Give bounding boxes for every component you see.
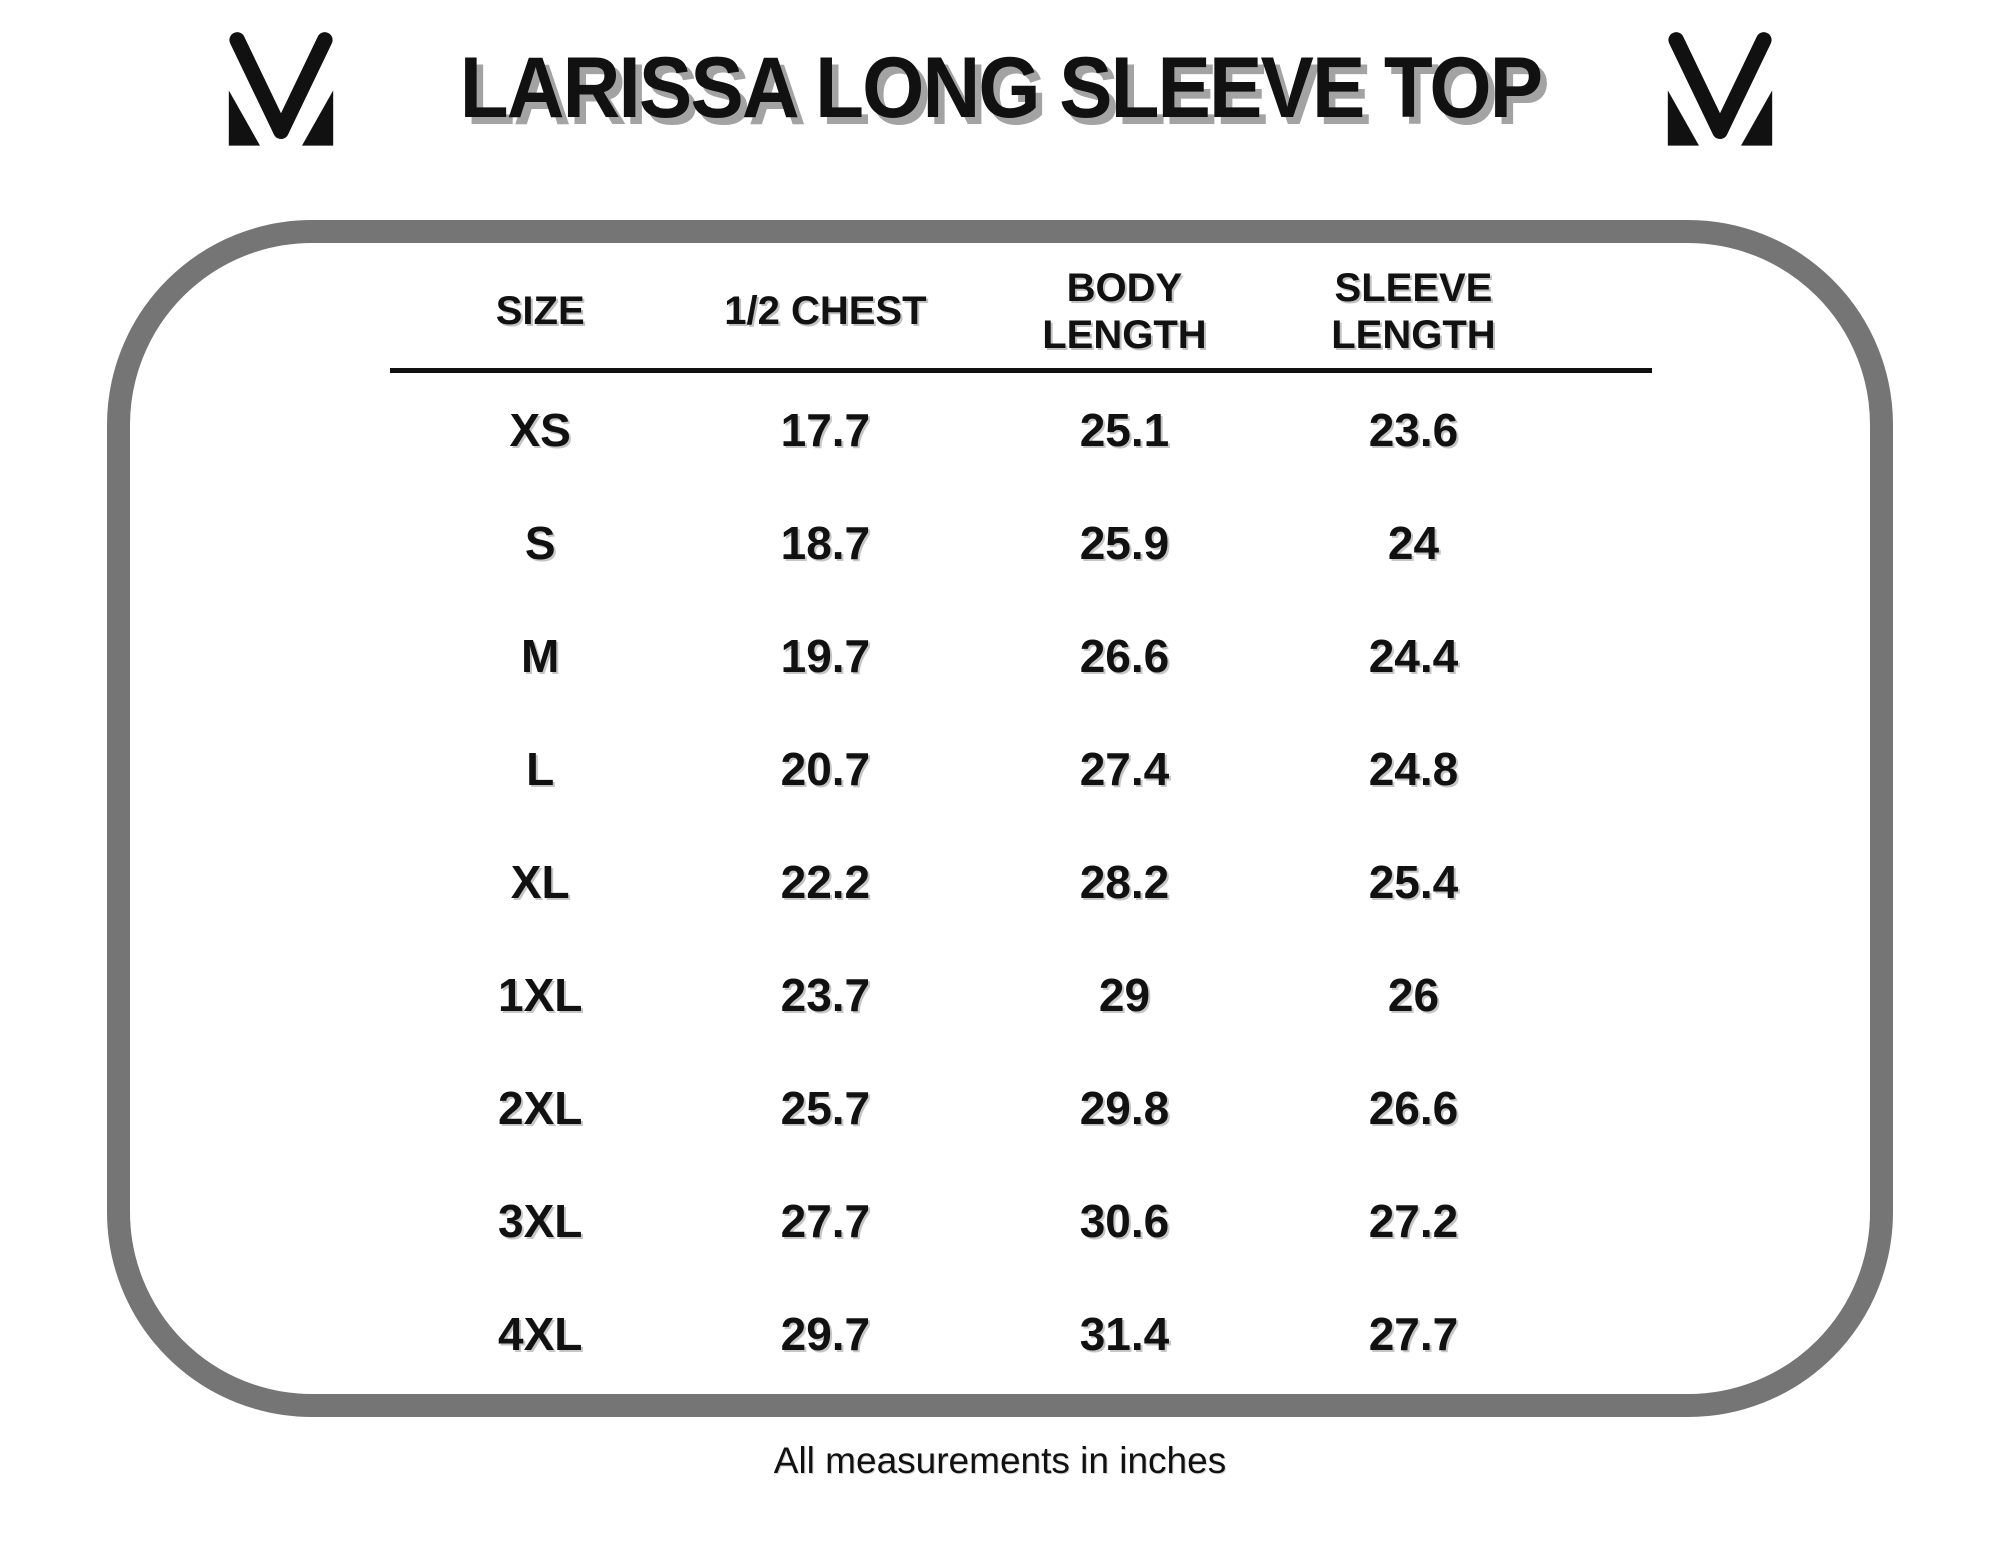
sleeve-length-cell: 27.2 — [1368, 1194, 1459, 1247]
half-chest-cell: 20.7 — [780, 742, 871, 795]
half-chest-cell: 18.7 — [780, 516, 871, 569]
half-chest-cell: 17.7 — [780, 403, 871, 456]
page-title: LARISSA LONG SLEEVE TOP — [459, 39, 1542, 136]
size-chart-panel — [107, 220, 1893, 1417]
table-row: 1XL 23.7 29 26 — [390, 938, 1652, 1051]
table-header-row: SIZE 1/2 CHEST BODY LENGTH SLEEVE LENGTH — [390, 256, 1652, 373]
table-row: S 18.7 25.9 24 — [390, 486, 1652, 599]
sleeve-length-cell: 24.4 — [1368, 629, 1459, 682]
table-row: M 19.7 26.6 24.4 — [390, 599, 1652, 712]
column-header-label: SIZE — [495, 289, 585, 334]
sleeve-length-cell: 25.4 — [1368, 855, 1459, 908]
column-header-size: SIZE — [390, 288, 690, 335]
size-cell: M — [521, 629, 560, 682]
size-cell: 4XL — [497, 1307, 583, 1360]
column-header-label: 1/2 CHEST — [724, 289, 927, 334]
body-length-cell: 26.6 — [1079, 629, 1170, 682]
sleeve-length-cell: 26 — [1387, 968, 1440, 1021]
size-cell: 3XL — [497, 1194, 583, 1247]
size-cell: S — [524, 516, 556, 569]
body-length-cell: 25.1 — [1079, 403, 1170, 456]
mm-monogram-icon — [228, 32, 333, 146]
column-header-label: LENGTH — [1331, 313, 1496, 357]
body-length-cell: 27.4 — [1079, 742, 1170, 795]
size-table: SIZE 1/2 CHEST BODY LENGTH SLEEVE LENGTH… — [390, 256, 1652, 1390]
size-cell: XL — [510, 855, 570, 908]
body-length-cell: 29.8 — [1079, 1081, 1170, 1134]
brand-header: LARISSA LONG SLEEVE TOP — [0, 28, 2000, 148]
table-body: XS 17.7 25.1 23.6 S 18.7 25.9 24 M 19.7 … — [390, 373, 1652, 1390]
body-length-cell: 29 — [1098, 968, 1151, 1021]
sleeve-length-cell: 24 — [1387, 516, 1440, 569]
sleeve-length-cell: 27.7 — [1368, 1307, 1459, 1360]
half-chest-cell: 25.7 — [780, 1081, 871, 1134]
column-header-label: SLEEVE — [1334, 265, 1493, 310]
table-row: L 20.7 27.4 24.8 — [390, 712, 1652, 825]
column-header-body-length: BODY LENGTH — [960, 265, 1288, 359]
half-chest-cell: 29.7 — [780, 1307, 871, 1360]
sleeve-length-cell: 26.6 — [1368, 1081, 1459, 1134]
table-row: 3XL 27.7 30.6 27.2 — [390, 1164, 1652, 1277]
half-chest-cell: 22.2 — [780, 855, 871, 908]
table-row: 2XL 25.7 29.8 26.6 — [390, 1051, 1652, 1164]
mm-monogram-icon — [1667, 32, 1772, 146]
sleeve-length-cell: 24.8 — [1368, 742, 1459, 795]
table-row: XL 22.2 28.2 25.4 — [390, 825, 1652, 938]
sleeve-length-cell: 23.6 — [1368, 403, 1459, 456]
body-length-cell: 31.4 — [1079, 1307, 1170, 1360]
half-chest-cell: 23.7 — [780, 968, 871, 1021]
page-title-wrap: LARISSA LONG SLEEVE TOP — [383, 28, 1618, 148]
half-chest-cell: 27.7 — [780, 1194, 871, 1247]
column-header-sleeve-length: SLEEVE LENGTH — [1289, 265, 1539, 359]
table-row: 4XL 29.7 31.4 27.7 — [390, 1277, 1652, 1390]
column-header-label: BODY — [1066, 265, 1183, 310]
column-header-label: LENGTH — [1042, 313, 1207, 357]
size-cell: XS — [509, 403, 571, 456]
half-chest-cell: 19.7 — [780, 629, 871, 682]
column-header-half-chest: 1/2 CHEST — [690, 288, 960, 335]
table-row: XS 17.7 25.1 23.6 — [390, 373, 1652, 486]
footer-note: All measurements in inches — [773, 1440, 1227, 1481]
body-length-cell: 25.9 — [1079, 516, 1170, 569]
size-cell: 2XL — [497, 1081, 583, 1134]
body-length-cell: 28.2 — [1079, 855, 1170, 908]
size-cell: 1XL — [497, 968, 583, 1021]
size-cell: L — [526, 742, 555, 795]
body-length-cell: 30.6 — [1079, 1194, 1170, 1247]
